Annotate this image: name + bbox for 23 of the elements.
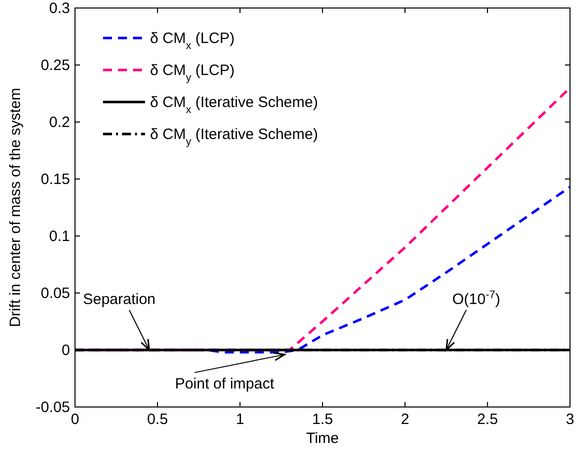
y-tick-label: 0 [62, 342, 70, 359]
legend-label: δ CM$_{y}$ (Iterative Scheme) [150, 126, 318, 148]
annotation: O(10$^{-7}$) [452, 289, 500, 308]
y-tick-label: 0.1 [49, 228, 70, 245]
y-tick-label: -0.05 [36, 399, 70, 416]
x-tick-label: 0.5 [147, 411, 168, 428]
y-tick-label: 0.3 [49, 0, 70, 17]
x-tick-label: 1.5 [312, 411, 333, 428]
x-axis-title: Time [306, 430, 339, 447]
y-tick-label: 0.2 [49, 114, 70, 131]
y-tick-label: 0.05 [40, 285, 70, 302]
y-tick-label: 0.25 [40, 57, 70, 74]
y-axis-title: Drift in center of mass of the system [7, 88, 24, 328]
annotation: Separation [82, 291, 156, 308]
legend-label: δ CM$_{x}$ (LCP) [150, 30, 235, 52]
x-tick-label: 2 [400, 411, 410, 428]
x-tick-label: 3 [566, 411, 574, 428]
annotation: Point of impact [174, 376, 275, 393]
legend-label: δ CM$_{y}$ (LCP) [150, 62, 235, 84]
legend-label: δ CM$_{x}$ (Iterative Scheme) [150, 94, 318, 116]
x-tick-label: 1 [236, 411, 244, 428]
x-tick-label: 2.5 [477, 411, 498, 428]
y-tick-label: 0.15 [40, 171, 70, 188]
